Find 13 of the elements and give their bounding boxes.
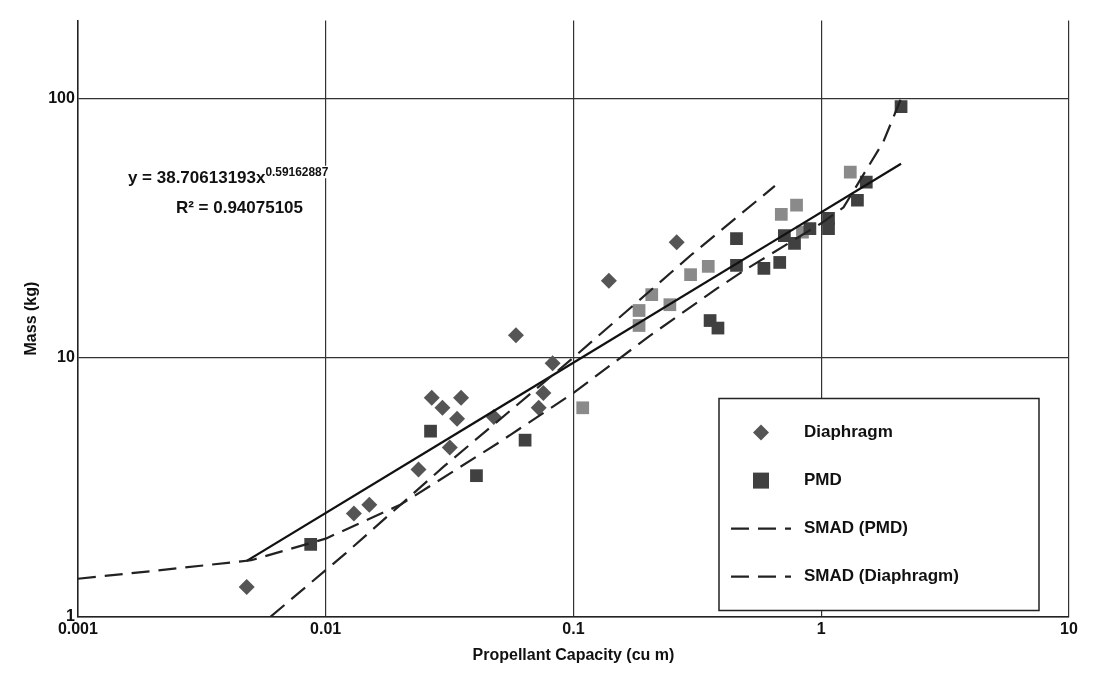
x-axis-title: Propellant Capacity (cu m) <box>472 645 675 663</box>
legend-label: SMAD (Diaphragm) <box>804 566 959 586</box>
y-tick-label: 100 <box>48 88 75 106</box>
x-tick-label: 0.1 <box>562 619 585 637</box>
legend-label: SMAD (PMD) <box>804 518 908 538</box>
y-axis-title: Mass (kg) <box>22 281 40 356</box>
x-tick-label: 0.01 <box>310 619 342 637</box>
annotation: R² = 0.94075105 <box>175 197 304 217</box>
x-tick-label: 1 <box>816 619 826 637</box>
x-tick-label: 10 <box>1060 619 1078 637</box>
legend-label: PMD <box>804 470 842 490</box>
y-tick-label: 10 <box>57 347 75 365</box>
legend-label: Diaphragm <box>804 422 893 442</box>
